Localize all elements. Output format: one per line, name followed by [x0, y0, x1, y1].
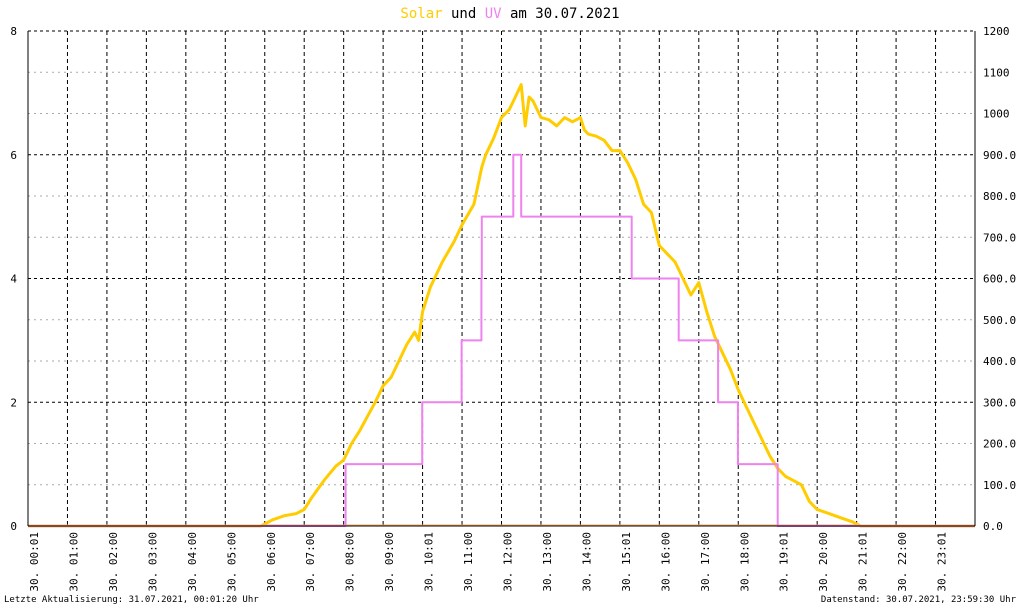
x-tick-label: 30. 21:01	[857, 532, 870, 592]
x-tick-label: 30. 07:00	[304, 532, 317, 592]
x-tick-label: 30. 12:00	[502, 532, 515, 592]
x-tick-label: 30. 03:00	[146, 532, 159, 592]
y-right-tick-label: 0.0	[983, 520, 1003, 533]
x-tick-label: 30. 13:00	[541, 532, 554, 592]
series-line-uv	[28, 153, 975, 527]
grid	[28, 30, 975, 527]
title-uv: UV	[485, 6, 502, 22]
x-tick-label: 30. 02:00	[107, 532, 120, 592]
y-right-tick-label: 1200	[983, 25, 1010, 38]
x-tick-label: 30. 18:00	[738, 532, 751, 592]
x-tick-label: 30. 22:00	[896, 532, 909, 592]
y-right-tick-label: 600.0	[983, 273, 1016, 286]
x-tick-label: 30. 01:00	[67, 532, 80, 592]
x-tick-label: 30. 19:01	[778, 532, 791, 592]
y-right-tick-label: 300.0	[983, 396, 1016, 409]
x-tick-label: 30. 20:00	[817, 532, 830, 592]
y-left-tick-label: 0	[10, 520, 17, 533]
footer-data-status: Datenstand: 30.07.2021, 23:59:30 Uhr	[821, 595, 1017, 605]
x-tick-label: 30. 05:00	[225, 532, 238, 592]
x-tick-label: 30. 11:00	[462, 532, 475, 592]
x-tick-label: 30. 23:01	[936, 532, 949, 592]
chart-title: Solar und UV am 30.07.2021	[400, 6, 619, 22]
title-date: am 30.07.2021	[502, 6, 620, 22]
title-solar: Solar	[400, 6, 442, 22]
title-und: und	[443, 6, 485, 22]
x-tick-label: 30. 06:00	[265, 532, 278, 592]
x-tick-label: 30. 14:00	[580, 532, 593, 592]
y-right-tick-label: 1100	[983, 66, 1010, 79]
x-tick-label: 30. 16:00	[659, 532, 672, 592]
y-left-tick-label: 6	[10, 149, 17, 162]
footer-last-update: Letzte Aktualisierung: 31.07.2021, 00:01…	[4, 595, 259, 605]
y-right-tick-label: 1000	[983, 108, 1010, 121]
x-tick-label: 30. 08:00	[344, 532, 357, 592]
y-right-tick-label: 500.0	[983, 314, 1016, 327]
x-tick-label: 30. 00:01	[28, 532, 41, 592]
y-left-tick-label: 8	[10, 25, 17, 38]
axes: 30. 00:01 30. 01:00 30. 02:00 30. 03:00 30. …	[10, 25, 1016, 592]
y-right-tick-label: 700.0	[983, 231, 1016, 244]
y-left-tick-label: 2	[10, 396, 17, 409]
y-right-tick-label: 100.0	[983, 479, 1016, 492]
x-tick-label: 30. 09:00	[383, 532, 396, 592]
y-right-tick-label: 800.0	[983, 190, 1016, 203]
y-right-tick-label: 400.0	[983, 355, 1016, 368]
y-left-tick-label: 4	[10, 273, 17, 286]
x-tick-label: 30. 04:00	[186, 532, 199, 592]
x-tick-label: 30. 15:01	[620, 532, 633, 592]
y-right-tick-label: 900.0	[983, 149, 1016, 162]
x-tick-label: 30. 10:01	[423, 532, 436, 592]
x-tick-label: 30. 17:00	[699, 532, 712, 592]
series-line-solar	[28, 83, 975, 528]
y-right-tick-label: 200.0	[983, 438, 1016, 451]
